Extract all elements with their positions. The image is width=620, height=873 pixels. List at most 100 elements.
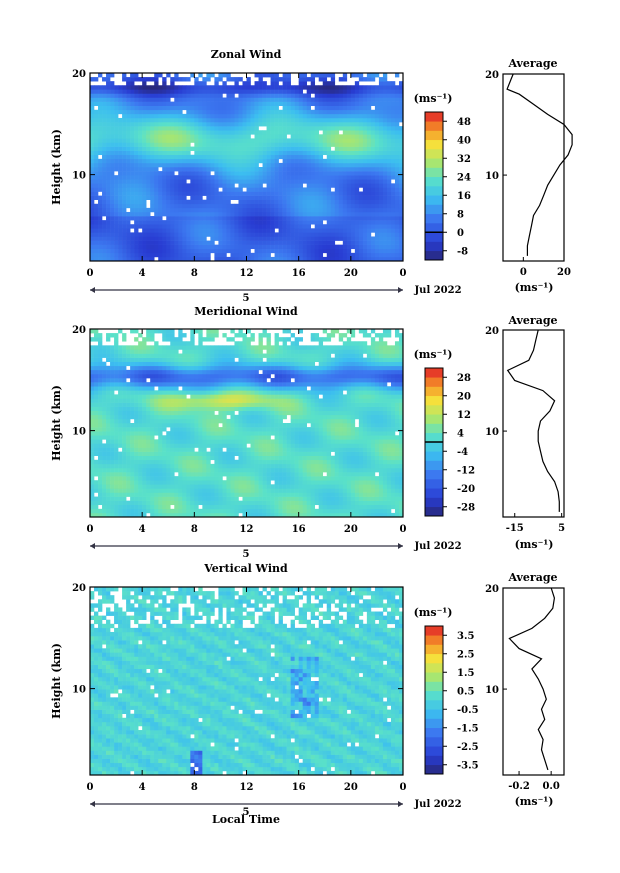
heat-cell [138, 89, 143, 94]
heat-cell [126, 353, 131, 358]
heat-cell [278, 77, 283, 82]
heat-cell [274, 117, 279, 123]
heat-cell [334, 122, 340, 127]
heat-cell [202, 244, 207, 250]
heat-cell [90, 179, 95, 184]
heat-cell [246, 224, 251, 229]
heat-cell [102, 183, 107, 188]
heat-cell [382, 93, 388, 98]
heat-cell [182, 398, 187, 403]
heat-cell [314, 105, 320, 111]
heat-cell [214, 224, 219, 229]
heat-cell [302, 216, 307, 221]
heat-cell [390, 117, 396, 123]
heat-cell [114, 97, 119, 102]
heat-cell [114, 122, 119, 127]
heat-cell [322, 244, 328, 250]
heat-cell [366, 158, 372, 164]
heat-cell [254, 228, 259, 233]
heat-cell [218, 195, 223, 200]
heat-cell [178, 167, 183, 172]
heat-cell [242, 138, 247, 143]
heat-cell [198, 406, 203, 412]
heat-cell [306, 97, 311, 102]
heat-cell [214, 236, 219, 241]
heat-cell [90, 398, 95, 403]
heat-cell [110, 463, 115, 469]
heat-cell [146, 394, 151, 399]
heat-cell [362, 236, 368, 241]
heat-cell [270, 158, 275, 164]
heat-cell [230, 126, 235, 131]
heat-cell [126, 171, 131, 176]
heat-cell [354, 187, 360, 192]
heat-cell [238, 216, 243, 221]
heat-cell [350, 191, 356, 196]
heat-cell [194, 402, 199, 407]
heat-cell [354, 228, 360, 233]
heat-cell [178, 252, 183, 258]
heat-cell [290, 256, 295, 261]
heat-cell [234, 122, 239, 127]
heat-cell [146, 406, 151, 412]
heat-cell [286, 146, 291, 151]
heat-cell [398, 199, 403, 205]
heat-cell [206, 93, 211, 98]
heat-cell [106, 459, 111, 465]
heat-cell [378, 252, 384, 258]
heat-cell [178, 365, 183, 371]
heat-cell [354, 216, 360, 221]
heat-cell [134, 240, 139, 245]
heat-cell [186, 431, 191, 436]
heat-cell [262, 207, 267, 213]
heat-cell [338, 85, 344, 90]
heat-cell [122, 167, 127, 172]
heat-cell [186, 357, 191, 362]
heat-cell [142, 427, 147, 432]
heat-cell [190, 386, 195, 391]
heat-cell [142, 109, 147, 115]
heat-cell [118, 508, 123, 514]
heat-cell [202, 85, 207, 90]
heat-cell [146, 142, 151, 147]
heat-cell [354, 93, 360, 98]
heat-cell [262, 113, 267, 119]
heat-cell [302, 171, 307, 176]
heat-cell [122, 93, 127, 98]
heat-cell [386, 216, 392, 221]
heat-cell [206, 85, 211, 90]
heat-cell [238, 142, 243, 147]
heat-cell [210, 333, 215, 338]
heat-cell [282, 179, 287, 184]
heat-cell [358, 122, 364, 127]
heat-cell [274, 158, 279, 164]
heat-cell [150, 337, 155, 342]
heat-cell [342, 252, 348, 258]
heat-cell [246, 146, 251, 151]
heat-cell [214, 488, 219, 493]
heat-cell [202, 488, 207, 493]
heat-cell [230, 138, 235, 143]
heat-cell [150, 93, 155, 98]
heat-cell [386, 85, 392, 90]
heat-cell [366, 232, 372, 237]
heat-cell [298, 109, 303, 115]
heat-cell [242, 101, 247, 106]
heat-cell [162, 232, 167, 237]
heat-cell [226, 187, 231, 192]
heat-cell [118, 224, 123, 229]
heat-cell [346, 228, 352, 233]
heat-cell [306, 162, 311, 168]
heat-cell [146, 365, 151, 371]
heat-cell [170, 101, 175, 106]
heat-cell [154, 341, 159, 346]
heat-cell [242, 130, 247, 135]
heat-cell [134, 459, 139, 465]
heat-cell [350, 252, 356, 258]
profile-y-tick-label: 10 [485, 171, 499, 182]
heat-cell [102, 443, 107, 448]
heat-cell [166, 211, 171, 217]
heat-cell [354, 97, 360, 102]
heat-cell [242, 224, 247, 229]
heat-cell [94, 484, 99, 489]
